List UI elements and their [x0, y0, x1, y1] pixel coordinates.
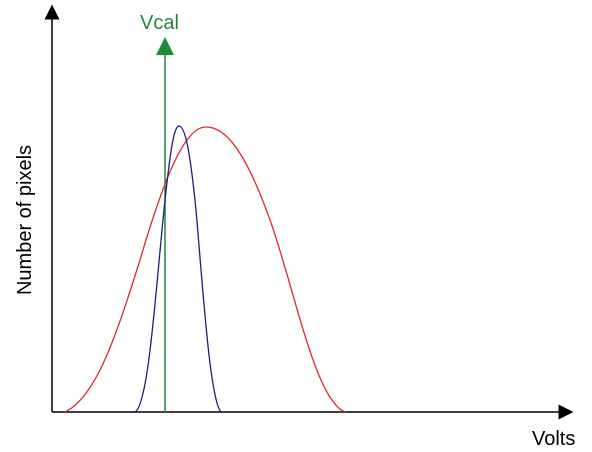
wide-distribution-curve: [64, 126, 346, 413]
vcal-label: Vcal: [140, 12, 179, 34]
narrow-distribution-curve: [134, 125, 222, 413]
y-axis-label: Number of pixels: [14, 144, 36, 296]
x-axis-label: Volts: [532, 428, 576, 450]
